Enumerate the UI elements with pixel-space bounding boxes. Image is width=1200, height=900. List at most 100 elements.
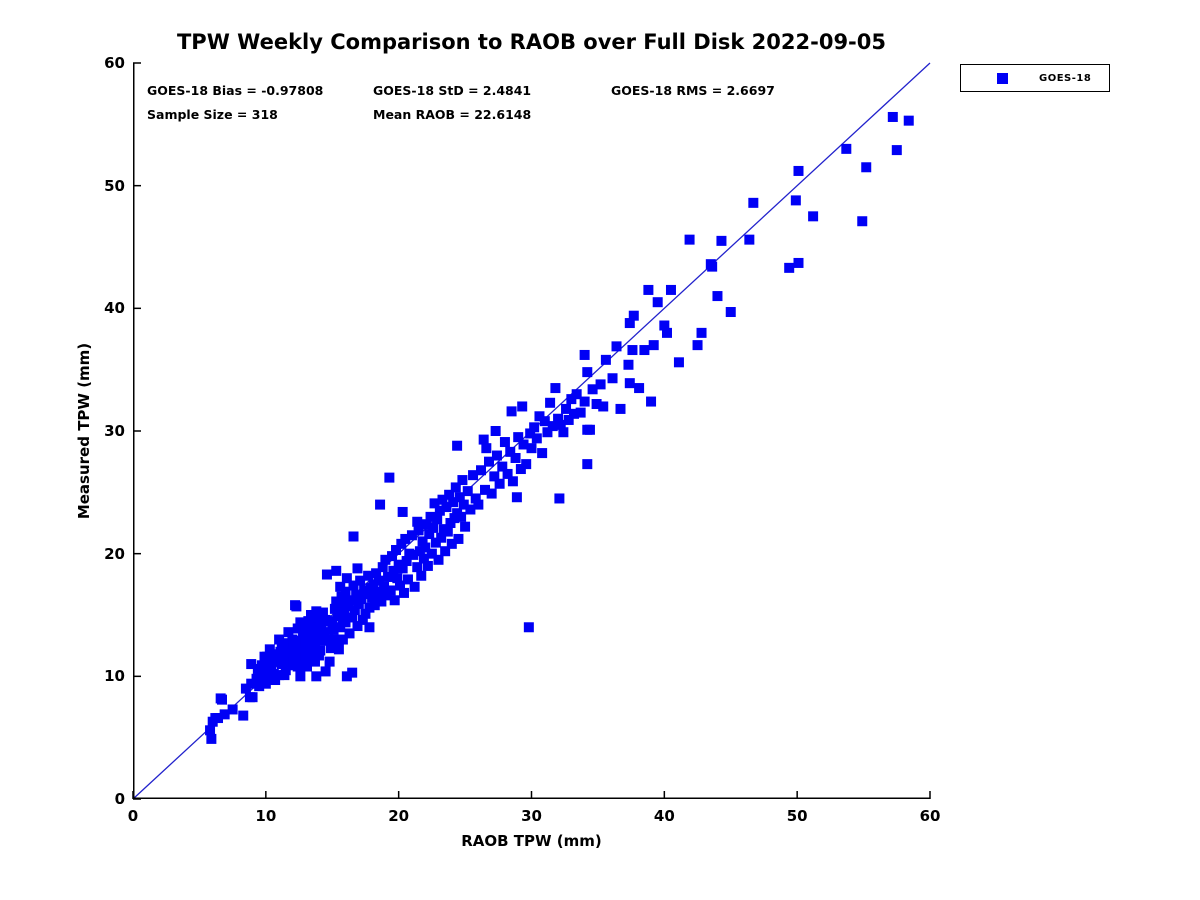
scatter-point xyxy=(356,594,367,605)
scatter-point xyxy=(360,608,371,619)
plot-area xyxy=(132,62,931,800)
scatter-point xyxy=(339,607,350,618)
scatter-point xyxy=(412,516,423,527)
scatter-point xyxy=(489,471,500,482)
scatter-point xyxy=(420,542,431,553)
scatter-point xyxy=(417,536,428,547)
scatter-point xyxy=(582,367,593,378)
scatter-point xyxy=(591,399,602,410)
scatter-point xyxy=(793,257,804,268)
scatter-point xyxy=(345,595,356,606)
scatter-point xyxy=(400,533,411,544)
scatter-point xyxy=(627,345,638,356)
scatter-point xyxy=(421,519,432,530)
scatter-point xyxy=(887,111,898,122)
scatter-point xyxy=(307,613,318,624)
scatter-point xyxy=(441,502,452,513)
scatter-point xyxy=(497,461,508,472)
scatter-point xyxy=(692,340,703,351)
scatter-point xyxy=(213,713,224,724)
scatter-point xyxy=(579,396,590,407)
scatter-point xyxy=(553,413,564,424)
scatter-point xyxy=(569,408,580,419)
chart-title: TPW Weekly Comparison to RAOB over Full … xyxy=(176,30,886,54)
scatter-point xyxy=(309,644,320,655)
scatter-point xyxy=(392,573,403,584)
scatter-point xyxy=(397,563,408,574)
y-tick-label: 50 xyxy=(104,176,125,195)
scatter-point xyxy=(424,529,435,540)
scatter-point xyxy=(598,401,609,412)
scatter-point xyxy=(518,439,529,450)
scatter-point xyxy=(377,562,388,573)
scatter-point xyxy=(276,659,287,670)
scatter-point xyxy=(430,537,441,548)
scatter-point xyxy=(903,115,914,126)
scatter-point xyxy=(352,621,363,632)
scatter-point xyxy=(448,497,459,508)
x-axis-label: RAOB TPW (mm) xyxy=(461,832,602,850)
scatter-point xyxy=(406,530,417,541)
scatter-point xyxy=(361,589,372,600)
scatter-point xyxy=(861,162,872,173)
scatter-point xyxy=(369,600,380,611)
scatter-point xyxy=(408,549,419,560)
scatter-point xyxy=(331,565,342,576)
scatter-point xyxy=(343,601,354,612)
scatter-point xyxy=(456,511,467,522)
x-tick-label: 50 xyxy=(786,807,808,825)
scatter-point xyxy=(582,424,593,435)
scatter-point xyxy=(624,378,635,389)
y-tick-label: 20 xyxy=(104,544,125,563)
scatter-point xyxy=(623,359,634,370)
scatter-point xyxy=(531,433,542,444)
scatter-point xyxy=(329,634,340,645)
legend: GOES-18 xyxy=(960,64,1110,92)
scatter-point xyxy=(624,318,635,329)
scatter-point xyxy=(418,553,429,564)
scatter-point xyxy=(266,661,277,672)
stat-bias: GOES-18 Bias = -0.97808 xyxy=(147,83,324,98)
scatter-point xyxy=(283,627,294,638)
scatter-point xyxy=(515,464,526,475)
scatter-point xyxy=(571,389,582,400)
scatter-point xyxy=(295,671,306,682)
y-tick-label: 30 xyxy=(104,422,125,440)
scatter-point xyxy=(542,427,553,438)
scatter-point xyxy=(790,195,801,206)
scatter-point xyxy=(744,234,755,245)
scatter-point xyxy=(412,562,423,573)
scatter-point xyxy=(539,416,550,427)
scatter-point xyxy=(379,581,390,592)
scatter-point xyxy=(491,450,502,461)
scatter-point xyxy=(659,320,670,331)
scatter-point xyxy=(422,560,433,571)
scatter-point xyxy=(364,602,375,613)
stat-std: GOES-18 StD = 2.4841 xyxy=(373,83,532,98)
scatter-point xyxy=(575,407,586,418)
scatter-point xyxy=(432,514,443,525)
scatter-point xyxy=(478,434,489,445)
y-tick-label: 0 xyxy=(114,790,125,808)
scatter-point xyxy=(437,494,448,505)
scatter-point xyxy=(280,651,291,662)
scatter-point xyxy=(446,538,457,549)
scatter-point xyxy=(707,261,718,272)
scatter-point xyxy=(409,581,420,592)
scatter-point xyxy=(295,617,306,628)
scatter-point xyxy=(444,489,455,500)
scatter-point xyxy=(510,452,521,463)
scatter-point xyxy=(341,573,352,584)
scatter-point xyxy=(264,644,275,655)
stat-mean-raob: Mean RAOB = 22.6148 xyxy=(373,107,532,122)
scatter-point xyxy=(321,569,332,580)
scatter-point xyxy=(311,671,322,682)
scatter-point xyxy=(333,600,344,611)
scatter-point xyxy=(348,531,359,542)
scatter-point xyxy=(351,590,362,601)
scatter-point xyxy=(513,432,524,443)
scatter-point xyxy=(712,291,723,302)
scatter-point xyxy=(436,532,447,543)
scatter-point xyxy=(748,197,759,208)
scatter-point xyxy=(302,630,313,641)
